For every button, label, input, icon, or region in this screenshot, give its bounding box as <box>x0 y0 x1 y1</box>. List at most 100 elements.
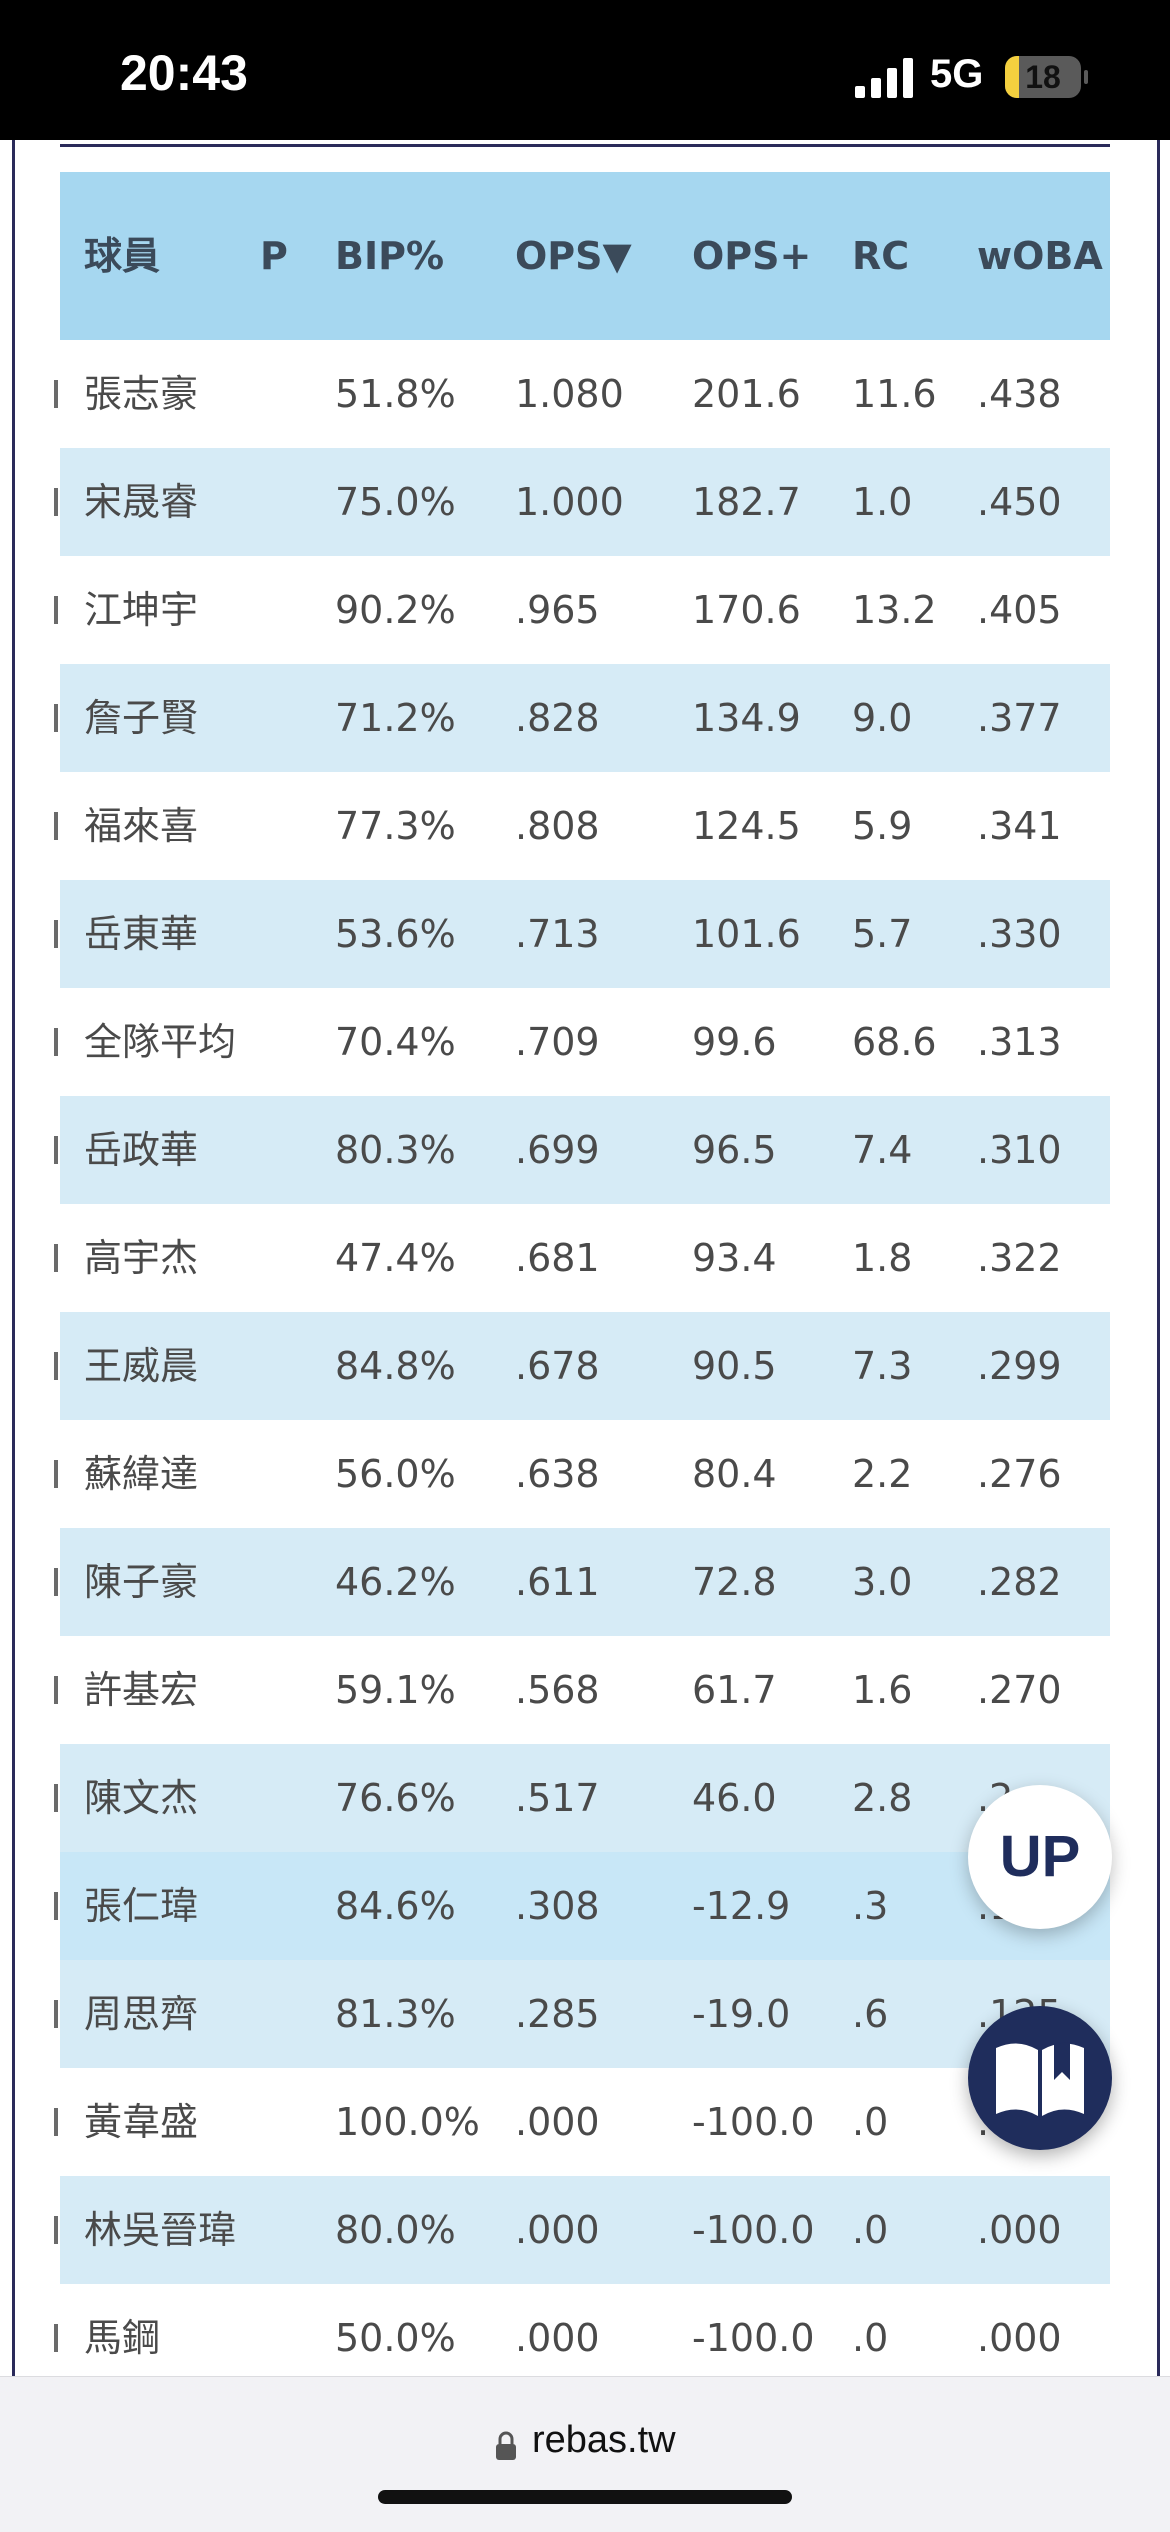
table-row[interactable]: 岳東華 53.6% .713 101.6 5.7 .330 <box>54 880 1110 988</box>
divider <box>60 144 1110 147</box>
table-row[interactable]: 福來喜 77.3% .808 124.5 5.9 .341 <box>54 772 1110 880</box>
ops-value: .699 <box>515 1128 600 1172</box>
table-row[interactable]: 王威晨 84.8% .678 90.5 7.3 .299 <box>54 1312 1110 1420</box>
player-name[interactable]: 許基宏 <box>84 1668 199 1712</box>
bip-value: 50.0% <box>335 2316 456 2360</box>
rc-value: .0 <box>852 2100 889 2144</box>
woba-value: .000 <box>977 2208 1062 2252</box>
ops-value: .285 <box>515 1992 600 2036</box>
ops-plus-value: 101.6 <box>692 912 801 956</box>
col-header-ops-plus[interactable]: OPS+ <box>692 234 812 278</box>
woba-value: .299 <box>977 1344 1062 1388</box>
table-row[interactable]: 全隊平均 70.4% .709 99.6 68.6 .313 <box>54 988 1110 1096</box>
rank-cell-edge <box>54 920 58 948</box>
glossary-button[interactable] <box>968 2006 1112 2150</box>
table-row[interactable]: 林吳晉瑋 80.0% .000 -100.0 .0 .000 <box>54 2176 1110 2284</box>
bip-value: 90.2% <box>335 588 456 632</box>
url-text: rebas.tw <box>532 2419 676 2461</box>
player-name[interactable]: 宋晟睿 <box>84 480 199 524</box>
woba-value: .000 <box>977 2316 1062 2360</box>
rc-value: 2.8 <box>852 1776 913 1820</box>
rc-value: 7.3 <box>852 1344 913 1388</box>
ops-value: .000 <box>515 2208 600 2252</box>
table-header: 球員 P BIP% OPS▼ OPS+ RC wOBA <box>60 172 1110 340</box>
rc-value: 3.0 <box>852 1560 913 1604</box>
player-name[interactable]: 張志豪 <box>84 372 199 416</box>
table-row[interactable]: 詹子賢 71.2% .828 134.9 9.0 .377 <box>54 664 1110 772</box>
ops-value: .678 <box>515 1344 600 1388</box>
table-row[interactable]: 岳政華 80.3% .699 96.5 7.4 .310 <box>54 1096 1110 1204</box>
rc-value: 13.2 <box>852 588 937 632</box>
ops-value: .568 <box>515 1668 600 1712</box>
bip-value: 53.6% <box>335 912 456 956</box>
ops-plus-value: 80.4 <box>692 1452 777 1496</box>
player-name[interactable]: 岳東華 <box>84 912 199 956</box>
ops-plus-value: 201.6 <box>692 372 801 416</box>
ops-plus-value: 96.5 <box>692 1128 777 1172</box>
col-header-player[interactable]: 球員 <box>84 234 161 278</box>
ops-plus-value: 134.9 <box>692 696 801 740</box>
table-row[interactable]: 高宇杰 47.4% .681 93.4 1.8 .322 <box>54 1204 1110 1312</box>
player-name[interactable]: 岳政華 <box>84 1128 199 1172</box>
player-name[interactable]: 黃韋盛 <box>84 2100 199 2144</box>
player-name[interactable]: 張仁瑋 <box>84 1884 199 1928</box>
ops-value: .000 <box>515 2100 600 2144</box>
battery-icon: 18 <box>1005 56 1088 98</box>
bip-value: 84.6% <box>335 1884 456 1928</box>
browser-address-bar[interactable]: rebas.tw <box>0 2376 1170 2532</box>
table-row[interactable]: 馬鋼 50.0% .000 -100.0 .0 .000 <box>54 2284 1110 2392</box>
ops-value: .000 <box>515 2316 600 2360</box>
bip-value: 59.1% <box>335 1668 456 1712</box>
player-name[interactable]: 王威晨 <box>84 1344 199 1388</box>
rc-value: .0 <box>852 2208 889 2252</box>
rc-value: .0 <box>852 2316 889 2360</box>
col-header-p[interactable]: P <box>260 234 288 278</box>
ops-value: 1.080 <box>515 372 624 416</box>
ops-plus-value: 72.8 <box>692 1560 777 1604</box>
player-name[interactable]: 江坤宇 <box>84 588 199 632</box>
col-header-bip[interactable]: BIP% <box>335 234 445 278</box>
woba-value: .322 <box>977 1236 1062 1280</box>
rc-value: 1.8 <box>852 1236 913 1280</box>
ops-value: .638 <box>515 1452 600 1496</box>
table-row[interactable]: 張志豪 51.8% 1.080 201.6 11.6 .438 <box>54 340 1110 448</box>
col-header-ops[interactable]: OPS▼ <box>515 234 632 278</box>
table-row[interactable]: 蘇緯達 56.0% .638 80.4 2.2 .276 <box>54 1420 1110 1528</box>
ops-value: .681 <box>515 1236 600 1280</box>
rc-value: 5.9 <box>852 804 913 848</box>
table-body: 張志豪 51.8% 1.080 201.6 11.6 .438 宋晟睿 75.0% 1.000 1… <box>54 340 1110 2392</box>
player-name[interactable]: 陳文杰 <box>84 1776 199 1820</box>
player-name[interactable]: 高宇杰 <box>84 1236 199 1280</box>
player-name[interactable]: 林吳晉瑋 <box>84 2208 237 2252</box>
woba-value: .330 <box>977 912 1062 956</box>
player-name[interactable]: 全隊平均 <box>84 1020 237 1064</box>
table-row[interactable]: 陳子豪 46.2% .611 72.8 3.0 .282 <box>54 1528 1110 1636</box>
table-row[interactable]: 江坤宇 90.2% .965 170.6 13.2 .405 <box>54 556 1110 664</box>
rank-cell-edge <box>54 596 58 624</box>
player-name[interactable]: 詹子賢 <box>84 696 199 740</box>
col-header-rc[interactable]: RC <box>852 234 910 278</box>
home-indicator[interactable] <box>378 2490 792 2504</box>
player-name[interactable]: 馬鋼 <box>84 2316 161 2360</box>
table-row[interactable]: 陳文杰 76.6% .517 46.0 2.8.2 <box>54 1744 1110 1852</box>
woba-value: .276 <box>977 1452 1062 1496</box>
bip-value: 75.0% <box>335 480 456 524</box>
rc-value: .3 <box>852 1884 889 1928</box>
rank-cell-edge <box>54 1460 58 1488</box>
scroll-to-top-button[interactable]: UP <box>968 1785 1112 1929</box>
woba-value: .310 <box>977 1128 1062 1172</box>
table-row[interactable]: 許基宏 59.1% .568 61.7 1.6 .270 <box>54 1636 1110 1744</box>
ops-value: 1.000 <box>515 480 624 524</box>
player-name[interactable]: 周思齊 <box>84 1992 199 2036</box>
bip-value: 80.0% <box>335 2208 456 2252</box>
col-header-woba[interactable]: wOBA <box>977 234 1103 278</box>
player-name[interactable]: 陳子豪 <box>84 1560 199 1604</box>
table-row[interactable]: 宋晟睿 75.0% 1.000 182.7 1.0 .450 <box>54 448 1110 556</box>
rc-value: 9.0 <box>852 696 913 740</box>
player-name[interactable]: 蘇緯達 <box>84 1452 199 1496</box>
rc-value: 68.6 <box>852 1020 937 1064</box>
player-name[interactable]: 福來喜 <box>84 804 199 848</box>
